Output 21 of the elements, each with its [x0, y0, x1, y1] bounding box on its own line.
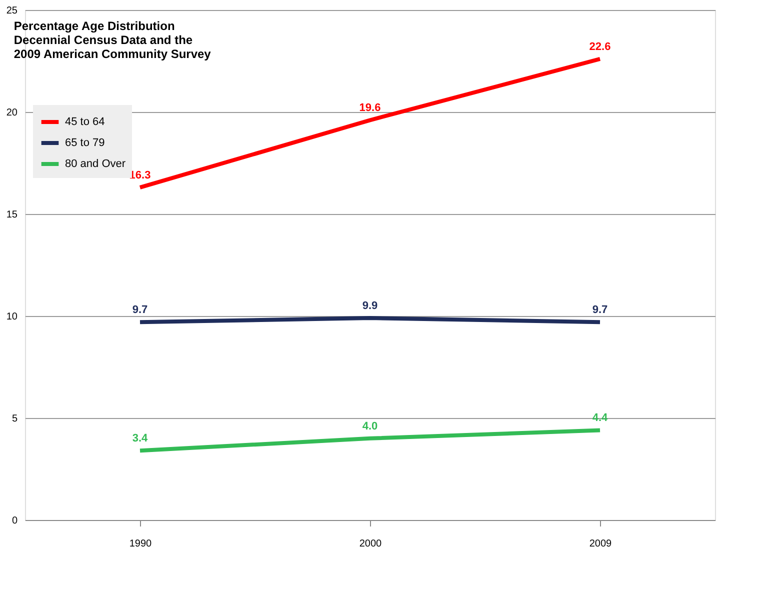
y-tick-label: 25: [6, 6, 18, 16]
legend-label: 65 to 79: [65, 137, 105, 149]
x-tick-label: 2009: [589, 538, 612, 550]
y-tick-label: 15: [6, 210, 18, 220]
y-tick-label: 10: [6, 312, 18, 322]
data-label: 19.6: [359, 102, 381, 114]
legend-label: 45 to 64: [65, 116, 105, 128]
x-tick-label: 1990: [129, 538, 152, 550]
y-tick-label: 20: [6, 108, 18, 118]
data-label: 3.4: [132, 432, 149, 445]
y-tick-label: 0: [12, 516, 18, 526]
data-label: 9.7: [132, 304, 148, 316]
legend-label: 80 and Over: [65, 158, 126, 170]
data-label: 4.4: [592, 412, 609, 424]
text: Percentage Age Distribution Decennial Census Data and the 2009 American Community Survey: [14, 19, 212, 61]
data-label: 9.7: [592, 304, 608, 316]
x-tick-label: 2000: [359, 538, 382, 550]
data-label: 4.0: [362, 420, 378, 432]
data-label: 22.6: [589, 40, 611, 53]
data-label: 9.9: [362, 300, 378, 312]
y-tick-label: 5: [12, 414, 18, 424]
